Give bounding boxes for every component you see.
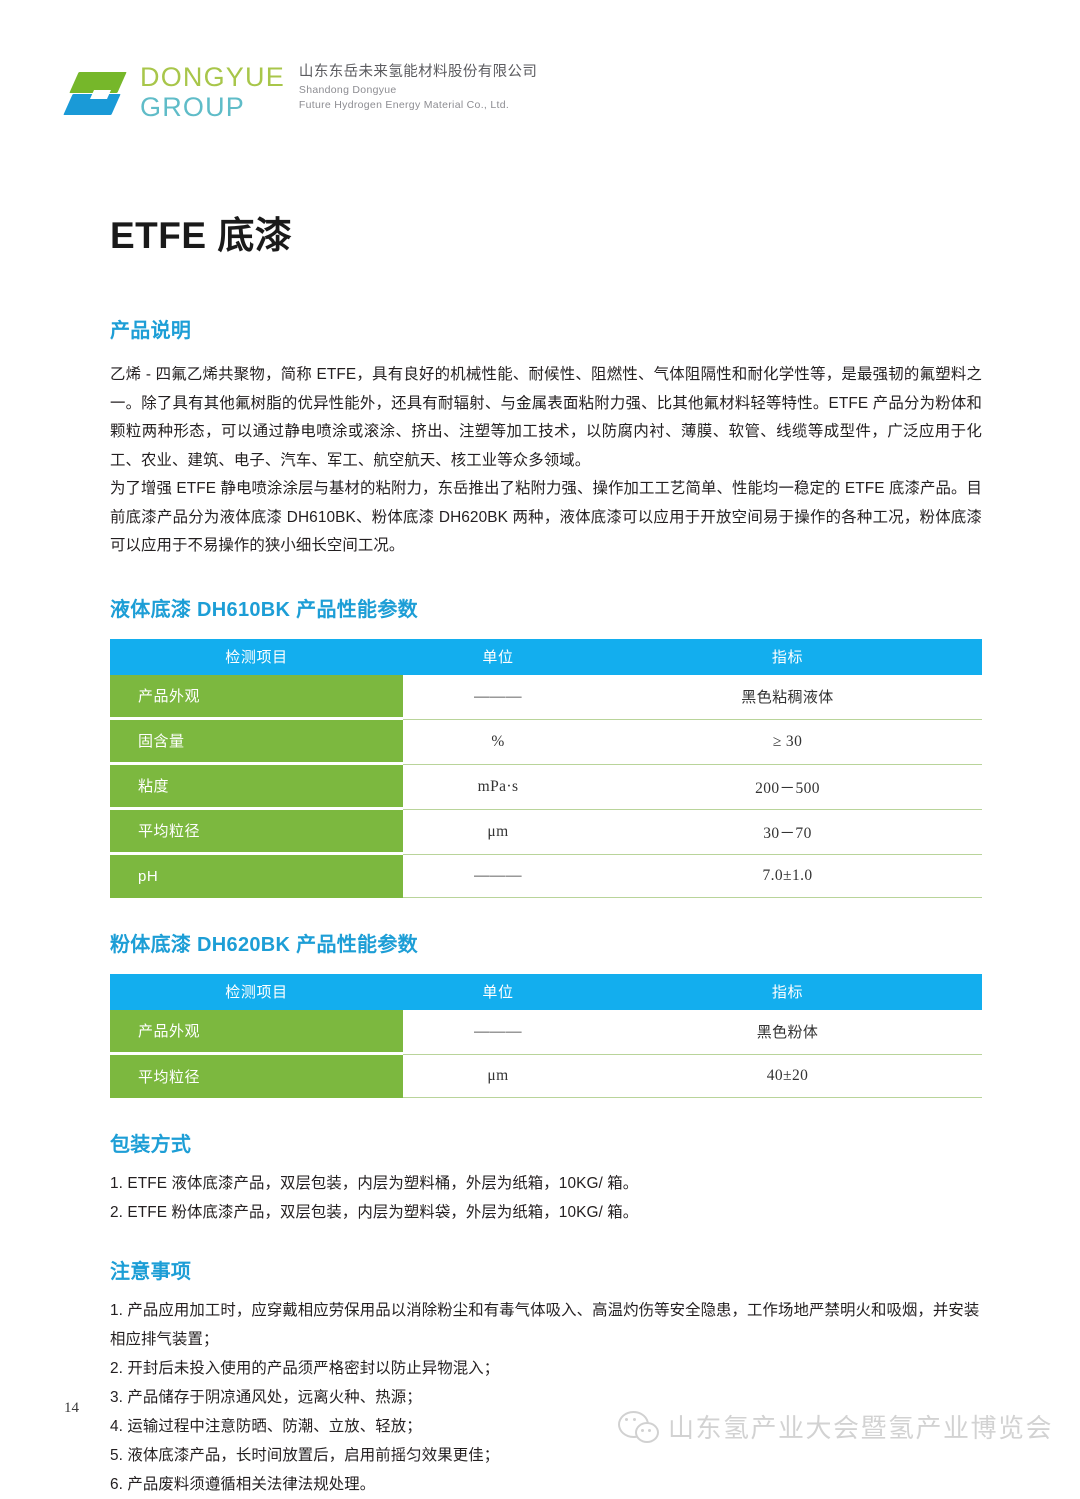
wechat-dot [641, 1428, 644, 1432]
footer-watermark: 山东氢产业大会暨氢产业博览会 [618, 1408, 1053, 1445]
section-heading-liquid-table: 液体底漆 DH610BK 产品性能参数 [110, 598, 418, 621]
logo-wordmark: DONGYUE GROUP [140, 62, 285, 121]
packaging-item: 2. ETFE 粉体底漆产品，双层包装，内层为塑料袋，外层为纸箱，10KG/ 箱… [110, 1203, 639, 1221]
liquid-primer-table: 检测项目 单位 指标 产品外观 ——— 黑色粘稠液体 固含量 % ≥ 30 粘度… [110, 638, 982, 898]
cell-item: 平均粒径 [110, 809, 403, 855]
cell-item: 平均粒径 [110, 1054, 403, 1098]
cell-item: 产品外观 [110, 1009, 403, 1055]
wechat-dot [648, 1428, 651, 1432]
table-header-row: 检测项目 单位 指标 [110, 973, 982, 1010]
cell-unit: mPa·s [403, 764, 593, 810]
note-item: 5. 液体底漆产品，长时间放置后，启用前摇匀效果更佳； [110, 1446, 500, 1464]
powder-primer-table: 检测项目 单位 指标 产品外观 ——— 黑色粉体 平均粒径 μm 40±20 [110, 973, 982, 1098]
note-item: 4. 运输过程中注意防晒、防潮、立放、轻放； [110, 1417, 422, 1435]
col-header-spec: 指标 [593, 973, 982, 1010]
note-item: 1. 产品应用加工时，应穿戴相应劳保用品以消除粉尘和有毒气体吸入、高温灼伤等安全… [110, 1301, 980, 1348]
col-header-unit: 单位 [403, 638, 593, 675]
note-item: 6. 产品废料须遵循相关法律法规处理。 [110, 1475, 376, 1493]
table-header-row: 检测项目 单位 指标 [110, 638, 982, 675]
cell-unit: % [403, 719, 593, 765]
table-row: 产品外观 ——— 黑色粉体 [110, 1009, 982, 1055]
table-row: pH ——— 7.0±1.0 [110, 854, 982, 898]
cell-spec: 黑色粉体 [593, 1009, 982, 1055]
wechat-bubble-small [635, 1421, 659, 1443]
company-name-en-line2: Future Hydrogen Energy Material Co., Ltd… [298, 98, 510, 111]
section-heading-packaging: 包装方式 [110, 1133, 192, 1156]
cell-unit: ——— [403, 854, 593, 898]
cell-item: 粘度 [110, 764, 403, 810]
section-heading-powder-table: 粉体底漆 DH620BK 产品性能参数 [110, 933, 418, 956]
note-item: 3. 产品储存于阴凉通风处，远离火种、热源； [110, 1388, 422, 1406]
cell-unit: μm [403, 1054, 593, 1098]
description-paragraph-2: 为了增强 ETFE 静电喷涂涂层与基材的粘附力，东岳推出了粘附力强、操作加工工艺… [110, 480, 982, 554]
table-row: 平均粒径 μm 40±20 [110, 1054, 982, 1098]
note-item: 2. 开封后未投入使用的产品须严格密封以防止异物混入； [110, 1359, 500, 1377]
section-heading-notes: 注意事项 [110, 1260, 192, 1283]
logo-wordmark-dongyue: DONGYUE [140, 62, 285, 92]
cell-spec: 黑色粘稠液体 [593, 674, 982, 720]
logo-wordmark-group: GROUP [140, 92, 246, 122]
cell-spec: 200－500 [593, 764, 982, 810]
cell-spec: 40±20 [593, 1054, 982, 1098]
wechat-icon [618, 1410, 659, 1444]
cell-item: 产品外观 [110, 674, 403, 720]
page-header: DONGYUE GROUP 山东东岳未来氢能材料股份有限公司 Shandong … [63, 62, 537, 124]
col-header-spec: 指标 [593, 638, 982, 675]
cell-unit: ——— [403, 674, 593, 720]
company-name-block: 山东东岳未来氢能材料股份有限公司 Shandong Dongyue Future… [299, 62, 537, 113]
page-title: ETFE 底漆 [110, 215, 293, 256]
wechat-dot [633, 1417, 636, 1421]
col-header-unit: 单位 [403, 973, 593, 1010]
cell-spec: ≥ 30 [593, 719, 982, 765]
table-row: 产品外观 ——— 黑色粘稠液体 [110, 674, 982, 720]
table-row: 粘度 mPa·s 200－500 [110, 764, 982, 810]
cell-spec: 30－70 [593, 809, 982, 855]
document-content: ETFE 底漆 产品说明 乙烯 - 四氟乙烯共聚物，简称 ETFE，具有良好的机… [110, 0, 982, 1499]
wechat-dot [625, 1417, 628, 1421]
packaging-item: 1. ETFE 液体底漆产品，双层包装，内层为塑料桶，外层为纸箱，10KG/ 箱… [110, 1174, 639, 1192]
page-number: 14 [64, 1400, 79, 1416]
watermark-text: 山东氢产业大会暨氢产业博览会 [668, 1413, 1054, 1443]
company-name-cn: 山东东岳未来氢能材料股份有限公司 [298, 64, 538, 80]
company-name-en-line1: Shandong Dongyue [298, 83, 397, 96]
cell-item: 固含量 [110, 719, 403, 765]
section-heading-description: 产品说明 [110, 320, 192, 342]
description-paragraph-1: 乙烯 - 四氟乙烯共聚物，简称 ETFE，具有良好的机械性能、耐候性、阻燃性、气… [110, 366, 982, 469]
table-row: 固含量 % ≥ 30 [110, 719, 982, 765]
cell-unit: μm [403, 809, 593, 855]
cell-item: pH [110, 854, 403, 898]
col-header-item: 检测项目 [110, 638, 403, 675]
cell-unit: ——— [403, 1009, 593, 1055]
cell-spec: 7.0±1.0 [593, 854, 982, 898]
table-row: 平均粒径 μm 30－70 [110, 809, 982, 855]
col-header-item: 检测项目 [110, 973, 403, 1010]
